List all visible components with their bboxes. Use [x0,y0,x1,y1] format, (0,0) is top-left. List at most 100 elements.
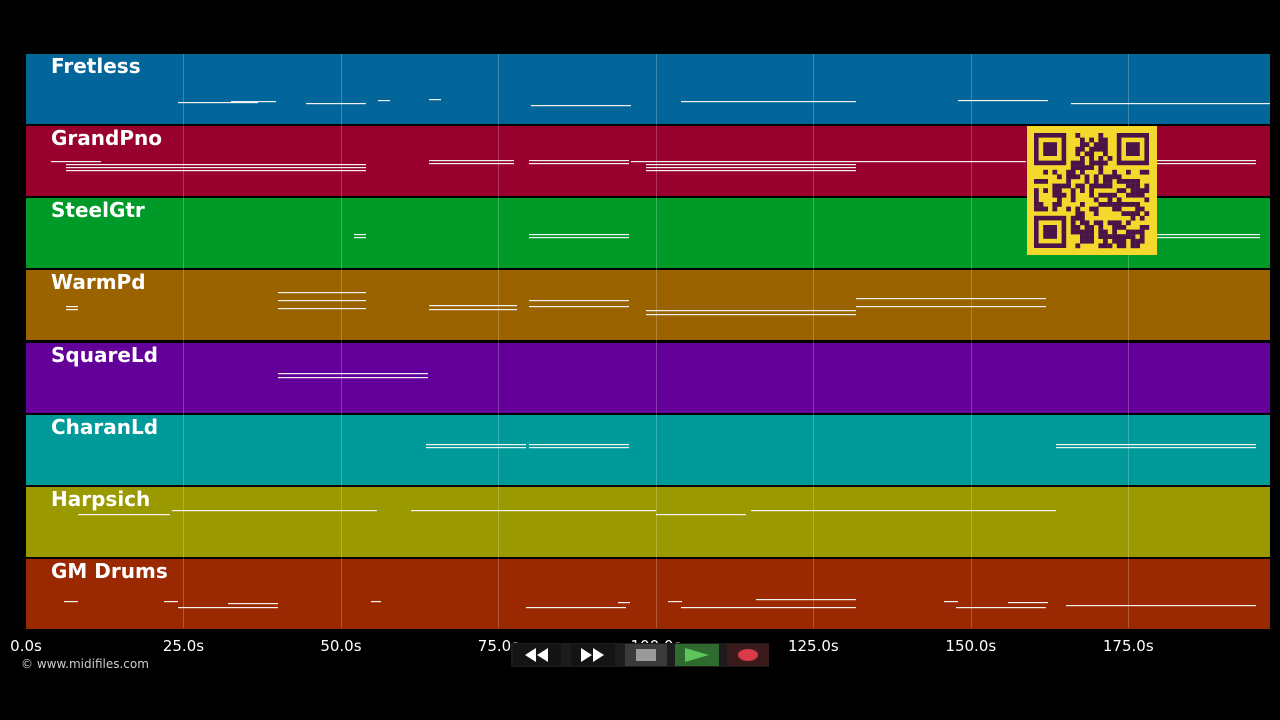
note-bar [529,300,629,302]
time-tick-label: 25.0s [162,637,205,655]
note-bar [751,510,1056,512]
track-name: Harpsich [51,487,151,511]
note-bar [529,234,629,236]
note-bar [529,237,629,239]
note-roll [426,444,1256,449]
note-bar [172,510,377,512]
note-bar [531,105,631,107]
note-bar [278,300,366,302]
note-bar [1056,444,1256,446]
time-tick-label: 125.0s [787,637,839,655]
note-bar [231,101,276,103]
note-bar [228,603,278,605]
record-button[interactable] [727,644,769,666]
note-bar [646,170,856,172]
note-bar [278,377,428,379]
note-roll [78,510,1056,516]
note-bar [429,305,517,307]
transport-controls [511,643,769,667]
note-bar [306,103,366,105]
copyright-text: © www.midifiles.com [21,657,149,671]
track-warmpd: WarmPd [26,270,1270,340]
track-charanld: CharanLd [26,415,1270,485]
note-bar [429,309,517,311]
note-bar [529,163,629,165]
note-bar [529,306,629,308]
note-bar [668,601,682,603]
note-roll [178,99,1270,107]
note-bar [631,161,1026,163]
track-name: SquareLd [51,343,158,367]
note-bar [429,99,441,101]
note-bar [51,161,101,163]
note-bar [1056,447,1256,449]
track-fretless: Fretless [26,54,1270,124]
note-bar [529,160,629,162]
track-name: SteelGtr [51,198,145,222]
track-squareld: SquareLd [26,343,1270,413]
note-bar [681,607,856,609]
note-bar [681,101,856,103]
note-bar [1008,602,1048,604]
note-bar [856,298,1046,300]
note-bar [429,163,514,165]
track-gm-drums: GM Drums [26,559,1270,629]
fast-forward-icon [581,648,604,662]
note-bar [78,514,170,516]
note-bar [164,601,178,603]
time-tick-label: 150.0s [945,637,997,655]
note-bar [278,292,366,294]
stop-icon [636,649,656,661]
note-bar [618,602,630,604]
stop-button[interactable] [625,644,667,666]
note-bar [1071,103,1270,105]
note-bar [429,160,514,162]
note-bar [956,607,1046,609]
note-bar [646,310,856,312]
note-bar [1156,160,1256,162]
note-roll [66,292,1046,316]
note-bar [646,314,856,316]
play-icon [685,648,709,662]
note-bar [66,306,78,308]
note-bar [371,601,381,603]
qr-code-icon [1027,126,1157,255]
time-tick-label: 75.0s [477,637,519,655]
track-name: GM Drums [51,559,168,583]
note-bar [529,444,629,446]
note-bar [278,308,366,310]
time-tick-label: 175.0s [1102,637,1154,655]
note-roll [64,599,1256,609]
track-harpsich: Harpsich [26,487,1270,557]
note-bar [354,234,366,236]
note-bar [354,237,366,239]
rewind-button[interactable] [513,644,561,666]
note-bar [529,447,629,449]
note-bar [1156,237,1260,239]
note-bar [646,167,856,169]
note-bar [1156,234,1260,236]
track-name: WarmPd [51,270,146,294]
track-name: CharanLd [51,415,159,439]
note-bar [856,306,1046,308]
note-bar [378,100,390,102]
note-bar [64,601,78,603]
note-bar [411,510,656,512]
note-bar [944,601,958,603]
note-bar [1156,163,1256,165]
track-name: Fretless [51,54,141,78]
time-tick-label: 0.0s [10,637,42,655]
play-button[interactable] [675,644,719,666]
rewind-icon [525,648,548,662]
note-bar [66,309,78,311]
note-bar [66,167,366,169]
note-bar [426,447,526,449]
note-bar [278,373,428,375]
note-roll [354,234,1260,239]
fast-forward-button[interactable] [571,644,615,666]
note-roll [51,160,1256,172]
track-name: GrandPno [51,126,162,150]
note-bar [958,100,1048,102]
record-icon [738,649,758,661]
